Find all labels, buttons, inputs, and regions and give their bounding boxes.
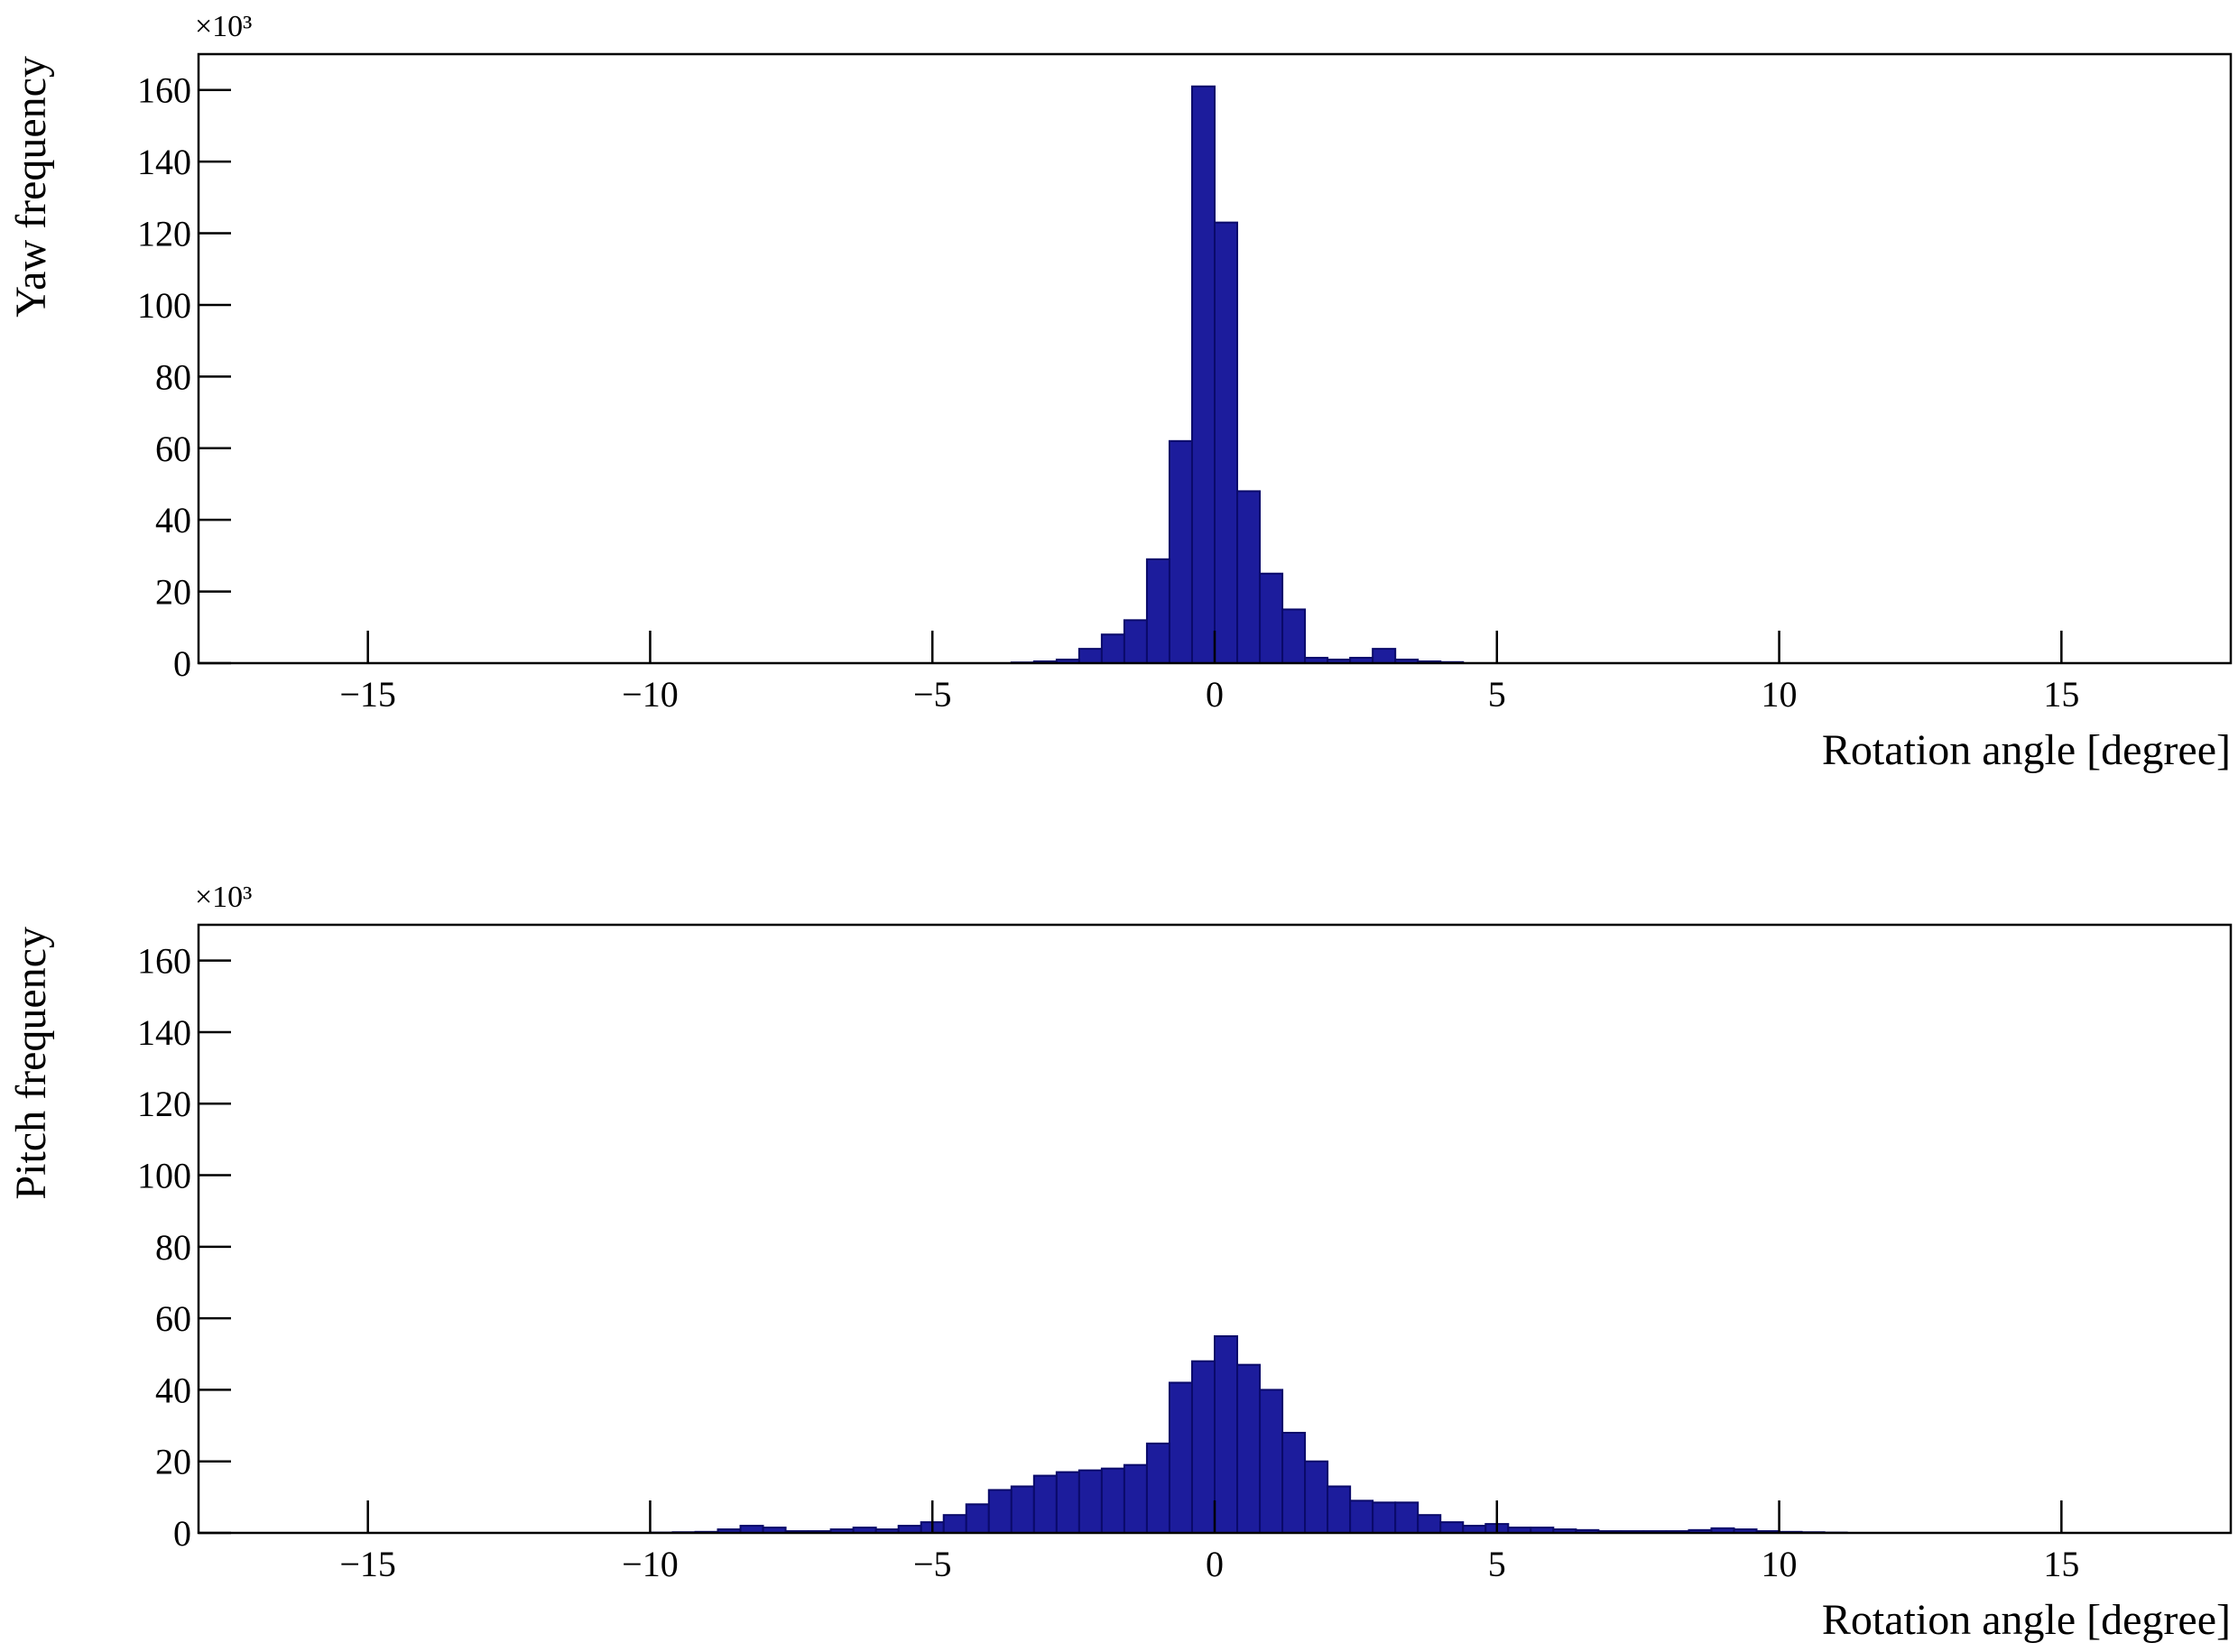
histogram-bar <box>1281 1431 1307 1535</box>
histogram-bar <box>1372 1501 1397 1535</box>
x-tick-label: 5 <box>1488 674 1506 715</box>
y-tick-label: 20 <box>155 1442 191 1482</box>
histogram-bar <box>1259 1389 1284 1534</box>
x-tick-label: 0 <box>1206 1544 1224 1584</box>
y-tick-label: 100 <box>137 285 191 326</box>
y-tick-label: 60 <box>155 1298 191 1339</box>
histogram-bar <box>1417 1514 1442 1535</box>
y-tick-label: 20 <box>155 572 191 613</box>
histogram-bar <box>987 1489 1013 1535</box>
histogram-bar <box>1214 1334 1239 1534</box>
histogram-bar <box>1100 1467 1125 1534</box>
histogram-bar <box>1123 1463 1148 1534</box>
x-tick-label: 0 <box>1206 674 1224 715</box>
x-tick-label: 15 <box>2043 1544 2079 1584</box>
histogram-bar <box>965 1503 990 1534</box>
x-tick-label: −15 <box>339 1544 396 1584</box>
x-tick-label: 10 <box>1762 1544 1798 1584</box>
histogram-bar <box>1100 633 1125 664</box>
x-tick-label: 5 <box>1488 1544 1506 1584</box>
histogram-bar <box>1304 1460 1329 1535</box>
histogram-bar <box>1327 1485 1352 1535</box>
y-tick-label: 100 <box>137 1156 191 1196</box>
y-tick-label: 160 <box>137 70 191 111</box>
histogram-bar <box>1281 608 1307 664</box>
x-tick-label: −5 <box>913 674 952 715</box>
histogram-bar <box>1259 572 1284 664</box>
x-axis-title: Rotation angle [degree] <box>1822 1596 2231 1644</box>
histogram-bar <box>1236 490 1262 664</box>
x-tick-label: 15 <box>2043 674 2079 715</box>
y-tick-label: 60 <box>155 429 191 469</box>
histogram-bar <box>1168 1381 1193 1534</box>
x-tick-label: 10 <box>1762 674 1798 715</box>
histogram-bar <box>1145 1442 1170 1534</box>
y-axis-title: Yaw frequency <box>7 56 55 318</box>
histogram-bar <box>1214 221 1239 664</box>
y-tick-label: 160 <box>137 941 191 982</box>
histogram-bar <box>1077 1469 1103 1535</box>
x-tick-label: −10 <box>622 1544 679 1584</box>
x-axis-title: Rotation angle [degree] <box>1822 726 2231 774</box>
histogram-bar <box>1394 1501 1420 1535</box>
y-tick-label: 40 <box>155 500 191 540</box>
histogram-bar <box>1010 1485 1035 1535</box>
x-tick-label: −10 <box>622 674 679 715</box>
y-tick-label: 40 <box>155 1370 191 1410</box>
histogram-bar <box>1123 619 1148 665</box>
histogram-bar <box>1032 1474 1058 1534</box>
histogram-bar <box>1190 85 1216 664</box>
x-tick-label: −15 <box>339 674 396 715</box>
y-tick-label: 80 <box>155 356 191 397</box>
x-tick-label: −5 <box>913 1544 952 1584</box>
histogram-bar <box>942 1514 967 1535</box>
y-tick-label: 140 <box>137 1012 191 1053</box>
histogram-bar <box>1372 648 1397 665</box>
y-tick-label: 140 <box>137 142 191 182</box>
y-tick-label: 0 <box>173 643 191 684</box>
y-multiplier: ×10³ <box>195 10 252 43</box>
y-tick-label: 120 <box>137 1084 191 1124</box>
y-tick-label: 120 <box>137 214 191 254</box>
histogram-bar <box>1055 1471 1080 1534</box>
histogram-bar <box>1349 1500 1374 1534</box>
histogram-bar <box>1439 1521 1465 1534</box>
histogram-bar <box>1077 648 1103 665</box>
histogram-bar <box>1145 558 1170 665</box>
y-axis-title: Pitch frequency <box>7 927 55 1200</box>
histogram-bar <box>1168 439 1193 664</box>
histogram-bar <box>1190 1360 1216 1534</box>
y-multiplier: ×10³ <box>195 881 252 914</box>
histogram-bar <box>1236 1363 1262 1534</box>
y-tick-label: 80 <box>155 1227 191 1268</box>
y-tick-label: 0 <box>173 1513 191 1554</box>
